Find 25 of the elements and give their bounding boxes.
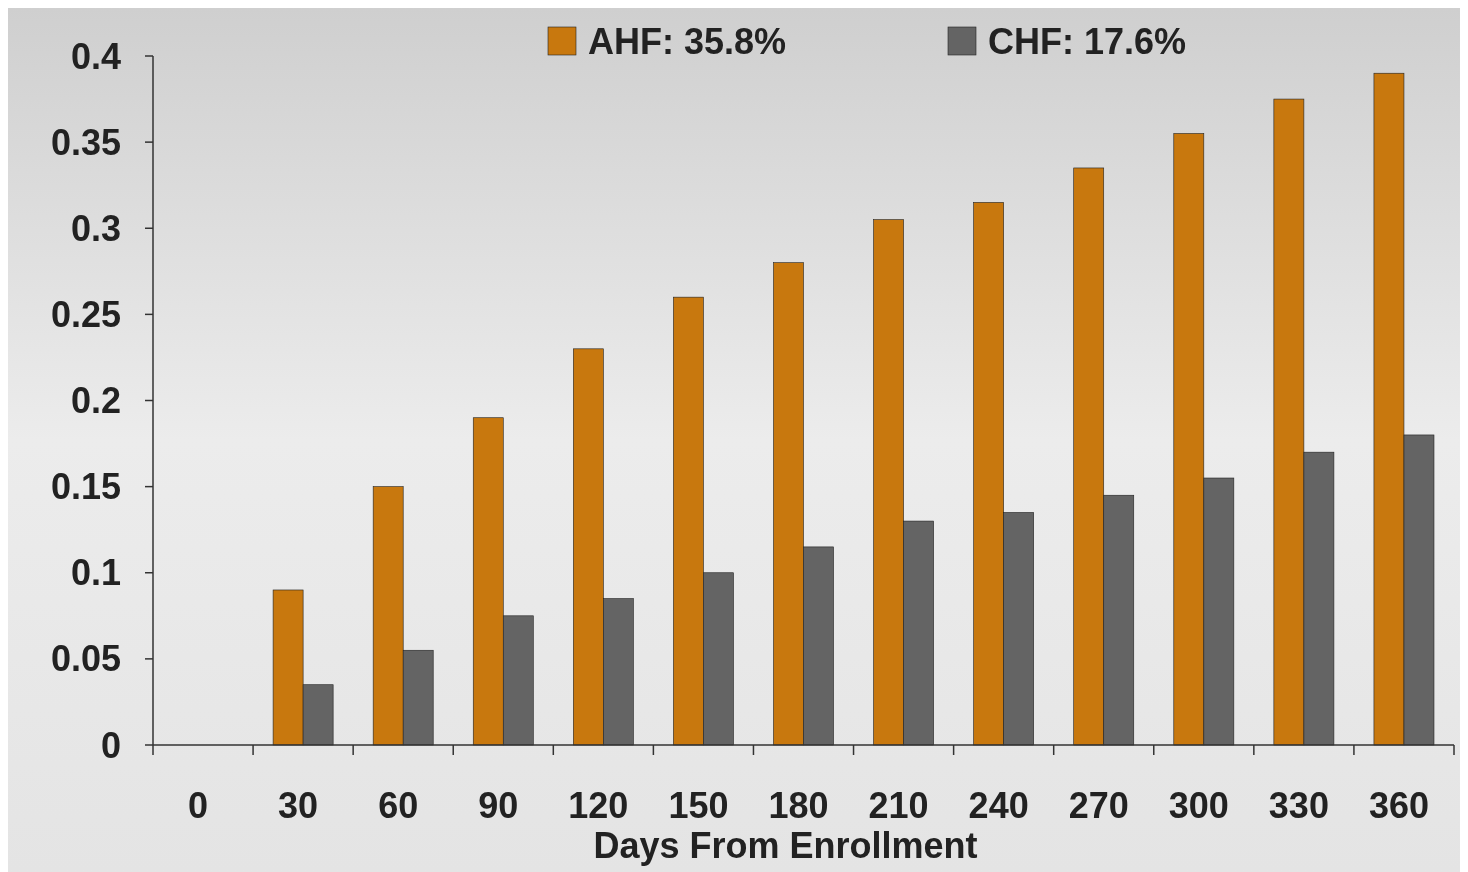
- y-tick-label: 0.15: [50, 466, 121, 508]
- legend-label: CHF: 17.6%: [988, 20, 1187, 62]
- x-tick-label: 60: [378, 785, 419, 826]
- x-tick-label: 210: [868, 785, 929, 826]
- x-tick-label: 270: [1068, 785, 1129, 826]
- x-tick-label: 360: [1368, 785, 1429, 826]
- y-tick-label: 0.1: [70, 552, 121, 594]
- x-axis-title: Days From Enrollment: [593, 825, 978, 866]
- x-tick-label: 120: [568, 785, 629, 826]
- y-tick-label: 0.2: [70, 380, 121, 422]
- y-tick-label: 0.4: [70, 35, 121, 77]
- legend-label: AHF: 35.8%: [588, 20, 787, 62]
- y-tick-label: 0.35: [50, 121, 121, 163]
- x-tick-label: 90: [478, 785, 519, 826]
- y-tick-label: 0.25: [50, 293, 121, 335]
- x-tick-label: 30: [278, 785, 319, 826]
- x-tick-label: 330: [1268, 785, 1329, 826]
- y-tick-label: 0.3: [70, 207, 121, 249]
- x-tick-label: 240: [968, 785, 1029, 826]
- x-tick-label: 150: [668, 785, 729, 826]
- x-tick-label: 300: [1168, 785, 1229, 826]
- y-tick-label: 0: [100, 724, 121, 766]
- x-tick-label: 0: [188, 785, 209, 826]
- y-tick-label: 0.05: [50, 638, 121, 680]
- x-tick-label: 180: [768, 785, 829, 826]
